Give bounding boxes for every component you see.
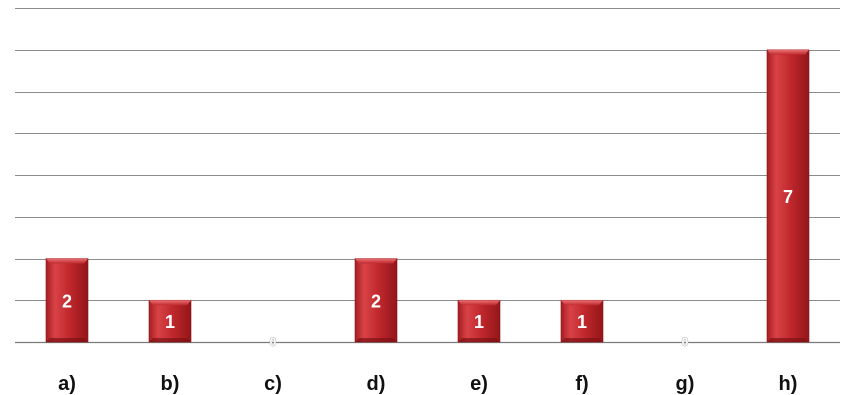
category-label-c: c) [264,373,282,395]
category-label-g: g) [676,373,695,395]
category-label-d: d) [367,373,386,395]
bar-a [45,258,89,343]
data-label-f: 1 [577,312,587,332]
category-label-b: b) [161,373,180,395]
category-label-e: e) [470,373,488,395]
data-labels: 2 1 0 2 1 1 0 7 [62,187,793,350]
category-label-h: h) [779,373,798,395]
data-label-d: 2 [371,291,381,311]
data-label-a: 2 [62,291,72,311]
data-label-c: 0 [270,335,277,349]
data-label-g: 0 [682,335,689,349]
bar-e [457,299,501,343]
data-label-b: 1 [165,312,175,332]
data-label-e: 1 [474,312,484,332]
gridlines [15,8,840,344]
bars [45,49,810,343]
category-label-a: a) [58,373,76,395]
x-axis: a) b) c) d) e) f) g) h) [58,373,797,395]
bar-h [766,49,810,343]
category-label-f: f) [575,373,588,395]
bar-b [148,299,192,343]
data-label-h: 7 [783,187,793,207]
bar-f [560,299,604,343]
bar-d [354,258,398,343]
